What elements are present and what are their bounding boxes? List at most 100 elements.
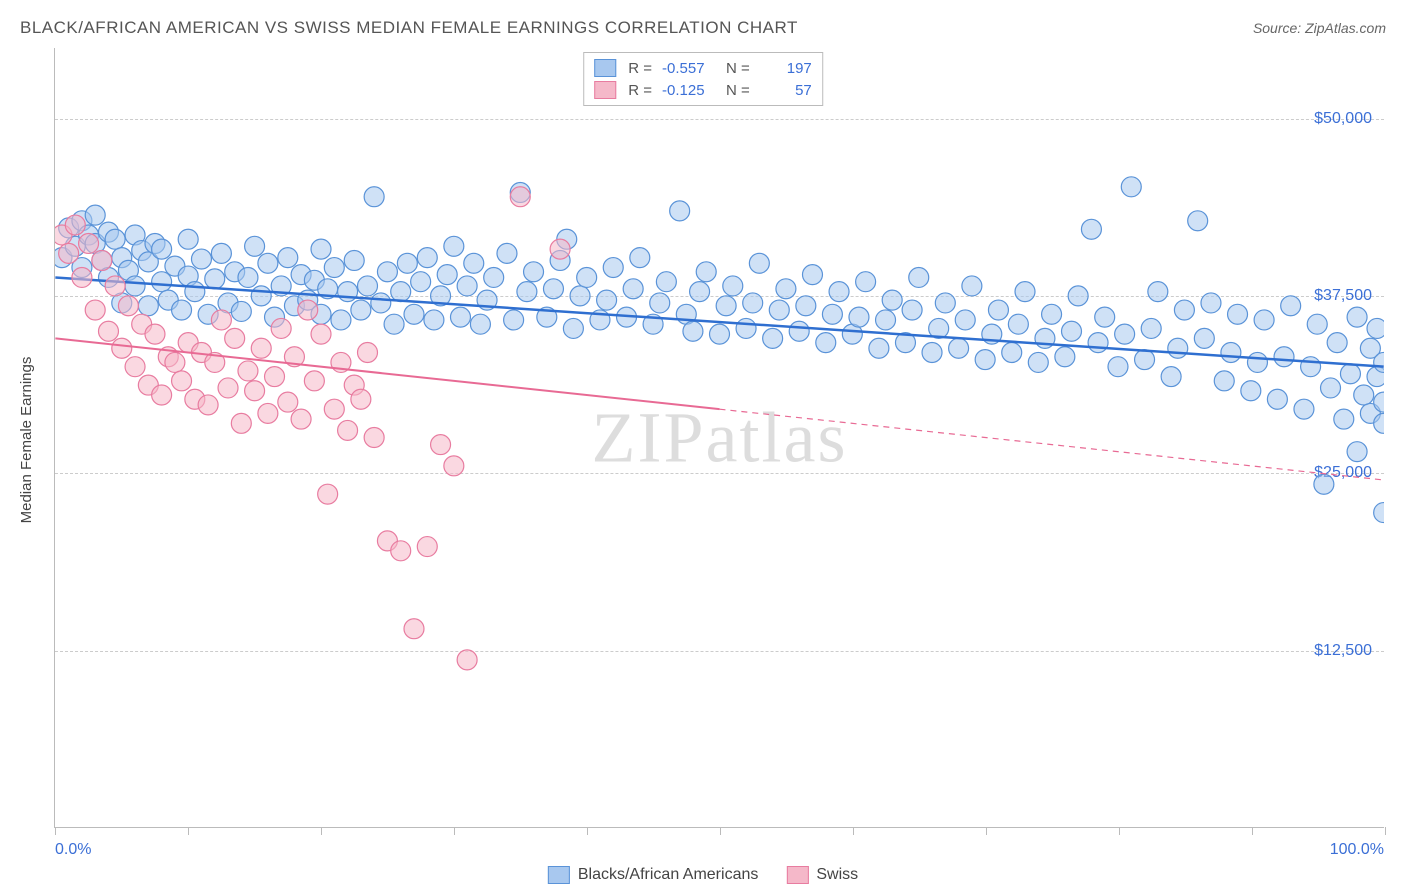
data-point	[822, 304, 842, 324]
data-point	[1068, 286, 1088, 306]
data-point	[417, 537, 437, 557]
data-point	[796, 296, 816, 316]
y-axis-title: Median Female Earnings	[18, 357, 35, 524]
data-point	[165, 352, 185, 372]
data-point	[152, 385, 172, 405]
x-tick	[587, 827, 588, 835]
data-point	[696, 262, 716, 282]
data-point	[1354, 385, 1374, 405]
data-point	[1088, 333, 1108, 353]
data-point	[816, 333, 836, 353]
data-point	[1042, 304, 1062, 324]
legend-r-value: -0.557	[662, 60, 714, 77]
data-point	[172, 371, 192, 391]
data-point	[1121, 177, 1141, 197]
data-point	[311, 239, 331, 259]
data-point	[125, 357, 145, 377]
data-point	[1307, 314, 1327, 334]
data-point	[962, 276, 982, 296]
data-point	[743, 293, 763, 313]
data-point	[484, 267, 504, 287]
data-point	[802, 265, 822, 285]
data-point	[1267, 389, 1287, 409]
data-point	[829, 282, 849, 302]
data-point	[776, 279, 796, 299]
data-point	[391, 282, 411, 302]
data-point	[1301, 357, 1321, 377]
data-point	[331, 310, 351, 330]
data-point	[65, 215, 85, 235]
data-point	[364, 187, 384, 207]
data-point	[291, 409, 311, 429]
data-point	[517, 282, 537, 302]
data-point	[955, 310, 975, 330]
legend-r-value: -0.125	[662, 82, 714, 99]
data-point	[298, 300, 318, 320]
data-point	[849, 307, 869, 327]
data-point	[1367, 318, 1384, 338]
data-point	[464, 253, 484, 273]
legend-r-label: R =	[628, 82, 652, 99]
data-point	[251, 338, 271, 358]
data-point	[869, 338, 889, 358]
data-point	[736, 318, 756, 338]
x-tick	[1385, 827, 1386, 835]
data-point	[377, 262, 397, 282]
data-point	[211, 243, 231, 263]
data-point	[125, 276, 145, 296]
data-point	[1188, 211, 1208, 231]
data-point	[450, 307, 470, 327]
data-point	[178, 229, 198, 249]
data-point	[358, 276, 378, 296]
x-tick	[321, 827, 322, 835]
data-point	[1108, 357, 1128, 377]
data-point	[278, 248, 298, 268]
data-point	[384, 314, 404, 334]
data-point	[324, 399, 344, 419]
data-point	[497, 243, 517, 263]
data-point	[152, 272, 172, 292]
data-point	[1247, 352, 1267, 372]
data-point	[577, 267, 597, 287]
legend-series: Blacks/African Americans Swiss	[548, 866, 858, 884]
data-point	[444, 236, 464, 256]
data-point	[364, 428, 384, 448]
data-point	[623, 279, 643, 299]
data-point	[258, 403, 278, 423]
data-point	[524, 262, 544, 282]
data-point	[397, 253, 417, 273]
data-point	[118, 296, 138, 316]
data-point	[1228, 304, 1248, 324]
data-point	[1221, 343, 1241, 363]
source-label: Source: ZipAtlas.com	[1253, 20, 1386, 36]
data-point	[278, 392, 298, 412]
legend-swatch	[594, 59, 616, 77]
data-point	[1161, 367, 1181, 387]
data-point	[1174, 300, 1194, 320]
legend-r-label: R =	[628, 60, 652, 77]
data-point	[975, 350, 995, 370]
data-point	[876, 310, 896, 330]
data-point	[1347, 442, 1367, 462]
data-point	[563, 318, 583, 338]
data-point	[72, 267, 92, 287]
legend-series-label: Swiss	[816, 866, 858, 884]
data-point	[231, 413, 251, 433]
data-point	[1062, 321, 1082, 341]
data-point	[185, 282, 205, 302]
data-point	[856, 272, 876, 292]
plot-area: ZIPatlas 0.0% 100.0% $12,500$25,000$37,5…	[54, 48, 1384, 828]
data-point	[351, 300, 371, 320]
x-axis-label-left: 0.0%	[55, 841, 91, 859]
data-point	[922, 343, 942, 363]
data-point	[191, 249, 211, 269]
legend-n-value: 197	[760, 60, 812, 77]
data-point	[1281, 296, 1301, 316]
data-point	[470, 314, 490, 334]
data-point	[404, 304, 424, 324]
data-point	[1334, 409, 1354, 429]
data-point	[1095, 307, 1115, 327]
legend-series-label: Blacks/African Americans	[578, 866, 759, 884]
data-point	[630, 248, 650, 268]
data-point	[371, 293, 391, 313]
